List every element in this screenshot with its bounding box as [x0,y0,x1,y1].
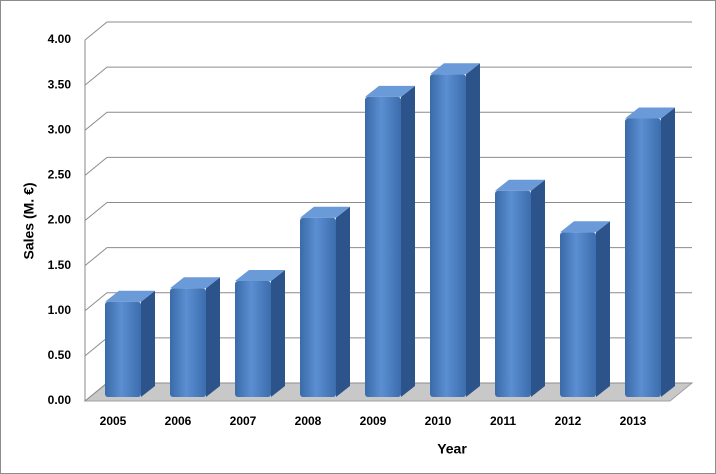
bar-front [105,301,141,397]
y-tick-label: 0.50 [48,348,72,362]
y-tick-label: 4.00 [48,32,72,46]
x-tick-label: 2011 [490,414,516,428]
bar-side [466,63,480,398]
x-tick-label: 2006 [165,414,192,428]
bar-top [235,269,285,281]
bar-top [170,277,220,289]
y-tick-label: 2.00 [48,213,72,227]
y-tick-label: 2.50 [48,168,72,182]
y-axis-title: Sales (M. €) [21,182,37,259]
bar-front [430,74,466,398]
bar-side [596,221,610,397]
y-tick-label: 1.50 [48,258,72,272]
bar-top [625,107,675,119]
grid-line [84,156,692,176]
bar [235,269,285,397]
x-tick-label: 2008 [295,414,322,428]
bar-front [300,217,336,397]
bar-front [560,232,596,397]
bar [105,290,155,397]
bar-side [141,290,155,397]
bar-side [401,85,415,398]
grid-line [84,111,692,131]
bar [170,277,220,397]
y-tick-label: 3.00 [48,122,72,136]
x-tick-label: 2012 [555,414,582,428]
bar-top [300,206,350,218]
bar-front [365,96,401,398]
bar-side [271,269,285,397]
x-tick-label: 2005 [100,414,127,428]
bar [625,107,675,397]
bar-front [495,190,531,397]
y-tick-label: 3.50 [48,77,72,91]
x-tick-label: 2013 [620,414,647,428]
bar-top [430,63,480,75]
bar-top [105,290,155,302]
bar-top [560,221,610,233]
bar [495,179,545,397]
bar-front [235,280,271,397]
bar [560,221,610,397]
x-tick-label: 2009 [360,414,387,428]
x-axis-title: Year [437,441,467,457]
bar-side [336,206,350,397]
y-tick-label: 0.00 [48,393,72,407]
bar-front [625,118,661,397]
bar-side [206,277,220,397]
y-tick-label: 1.00 [48,303,72,317]
x-tick-label: 2010 [425,414,452,428]
bar-top [495,179,545,191]
bar [430,63,480,398]
grid-line [84,21,692,41]
bar [365,85,415,398]
bar [300,206,350,397]
bar-side [661,107,675,397]
x-tick-label: 2007 [230,414,257,428]
bar-side [531,179,545,397]
bar-top [365,85,415,97]
grid-line [84,66,692,86]
bar-front [170,288,206,397]
